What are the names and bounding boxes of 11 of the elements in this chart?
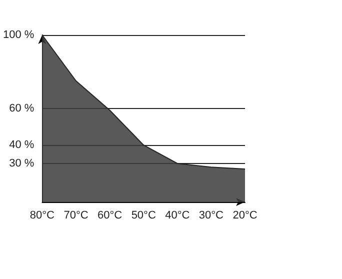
x-tick-label: 40°C — [165, 210, 190, 222]
x-tick-label: 30°C — [198, 210, 224, 222]
x-tick-label: 20°C — [232, 210, 258, 222]
y-tick-label: 60 % — [9, 102, 34, 114]
y-tick-label: 40 % — [9, 139, 34, 152]
x-tick-label: 80°C — [30, 210, 55, 222]
y-tick-label: 30 % — [9, 157, 34, 170]
y-tick-label: 100 % — [2, 29, 34, 41]
x-tick-label: 50°C — [131, 210, 156, 222]
x-tick-label: 60°C — [98, 210, 122, 222]
x-tick-label: 70°C — [64, 210, 88, 222]
